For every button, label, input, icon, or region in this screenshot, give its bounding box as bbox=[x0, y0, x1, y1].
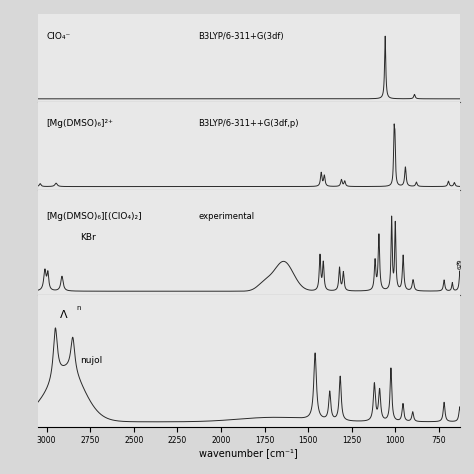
Text: nujol: nujol bbox=[80, 356, 102, 365]
Text: Λ: Λ bbox=[59, 310, 67, 320]
Text: ClO₄⁻: ClO₄⁻ bbox=[46, 32, 71, 41]
Text: KBr: KBr bbox=[80, 233, 96, 242]
Text: B3LYP/6-311++G(3df,p): B3LYP/6-311++G(3df,p) bbox=[198, 119, 299, 128]
Text: 629: 629 bbox=[457, 259, 463, 269]
Text: [Mg(DMSO)₆][(ClO₄)₂]: [Mg(DMSO)₆][(ClO₄)₂] bbox=[46, 211, 142, 220]
Text: [Mg(DMSO)₆]²⁺: [Mg(DMSO)₆]²⁺ bbox=[46, 119, 113, 128]
Text: *: * bbox=[456, 262, 460, 268]
Text: experimental: experimental bbox=[198, 211, 255, 220]
Text: n: n bbox=[76, 305, 81, 311]
X-axis label: wavenumber [cm⁻¹]: wavenumber [cm⁻¹] bbox=[200, 448, 298, 458]
Text: B3LYP/6-311+G(3df): B3LYP/6-311+G(3df) bbox=[198, 32, 284, 41]
